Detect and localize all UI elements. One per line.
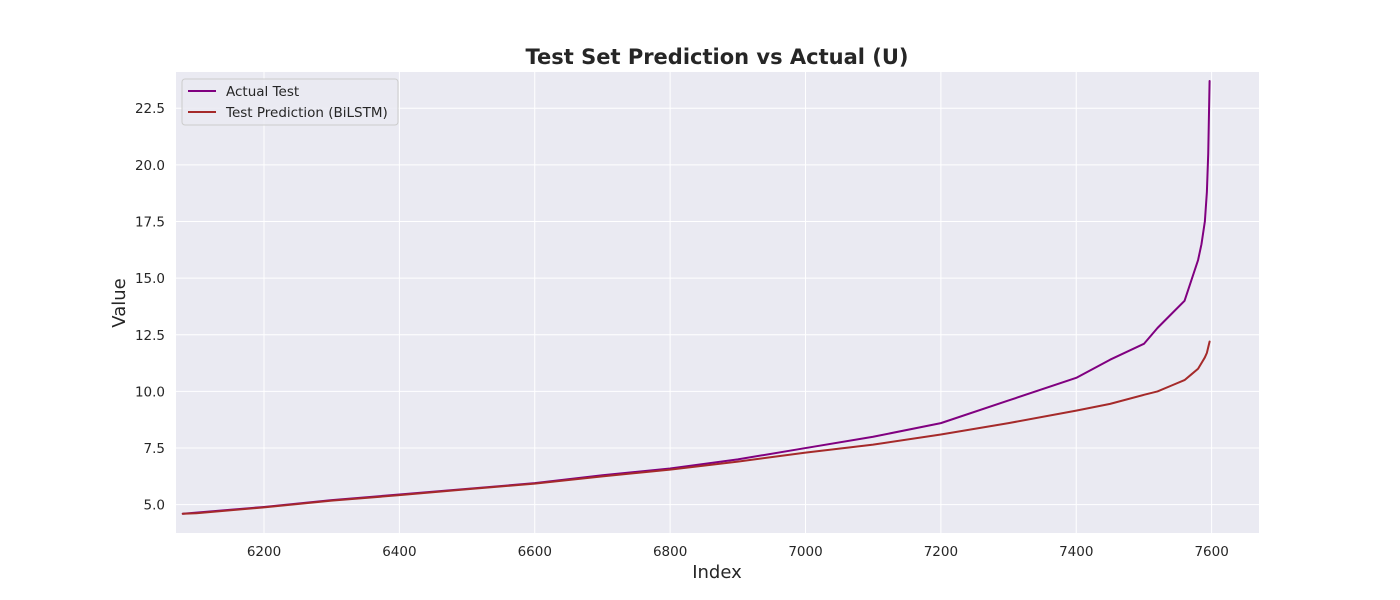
x-tick-label: 6200 bbox=[247, 544, 281, 560]
plot-background bbox=[176, 72, 1259, 533]
y-tick-label: 5.0 bbox=[144, 498, 165, 514]
y-tick-label: 7.5 bbox=[144, 441, 165, 457]
x-axis-label: Index bbox=[692, 562, 742, 583]
y-tick-label: 10.0 bbox=[135, 384, 165, 400]
y-tick-label: 12.5 bbox=[135, 328, 165, 344]
y-tick-label: 20.0 bbox=[135, 158, 165, 174]
x-tick-label: 7200 bbox=[924, 544, 958, 560]
y-tick-label: 15.0 bbox=[135, 271, 165, 287]
legend-box bbox=[181, 78, 399, 126]
grid bbox=[176, 72, 1259, 533]
y-tick-label: 17.5 bbox=[135, 215, 165, 231]
x-tick-label: 7600 bbox=[1194, 544, 1228, 560]
series-line-test-prediction bbox=[181, 340, 1211, 515]
legend-label-test-prediction: Test Prediction (BiLSTM) bbox=[225, 105, 388, 121]
x-tick-label: 6600 bbox=[518, 544, 552, 560]
x-tick-label: 7400 bbox=[1059, 544, 1093, 560]
legend: Actual Test Test Prediction (BiLSTM) bbox=[181, 78, 399, 126]
x-tick-label: 6800 bbox=[653, 544, 687, 560]
x-tick-label: 6400 bbox=[382, 544, 416, 560]
x-ticks: 6200 6400 6600 6800 7000 7200 7400 7600 bbox=[247, 544, 1229, 560]
y-tick-label: 22.5 bbox=[135, 101, 165, 117]
y-axis-label: Value bbox=[109, 278, 130, 327]
y-ticks: 5.0 7.5 10.0 12.5 15.0 17.5 20.0 22.5 bbox=[135, 101, 165, 513]
x-tick-label: 7000 bbox=[788, 544, 822, 560]
chart-title: Test Set Prediction vs Actual (U) bbox=[525, 45, 908, 69]
series-layer bbox=[181, 80, 1211, 515]
legend-label-actual-test: Actual Test bbox=[226, 84, 299, 100]
